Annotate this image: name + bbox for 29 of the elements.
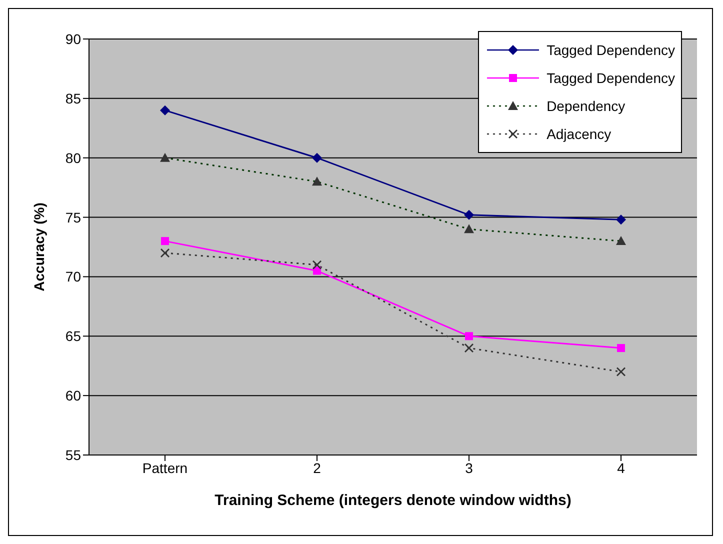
- x-axis-title: Training Scheme (integers denote window widths): [214, 492, 572, 509]
- point: [617, 344, 625, 352]
- point: [312, 152, 322, 163]
- y-tick-label: 70: [65, 268, 82, 285]
- point: [464, 210, 474, 220]
- x-tick-label: 4: [617, 460, 626, 476]
- y-tick-label: 60: [65, 388, 82, 404]
- y-tick-label: 75: [65, 209, 82, 226]
- x-tick-label: 3: [465, 460, 474, 476]
- point: [616, 214, 626, 225]
- y-tick-label: 80: [65, 150, 82, 166]
- legend-label: Tagged Dependency: [546, 42, 675, 58]
- point: [312, 260, 322, 270]
- point: [160, 248, 170, 258]
- x-tick-label: Pattern: [142, 460, 188, 476]
- y-tick-label: 55: [65, 446, 82, 463]
- y-tick-label: 85: [65, 90, 82, 106]
- legend-label: Adjacency: [546, 126, 612, 142]
- point: [160, 105, 170, 116]
- point: [161, 237, 169, 246]
- legend-label: Tagged Dependency: [546, 70, 675, 86]
- y-tick-label: 65: [65, 328, 82, 344]
- legend-label: Dependency: [546, 98, 626, 114]
- y-tick-label: 90: [65, 30, 82, 47]
- y-axis-title: Accuracy (%): [30, 202, 47, 292]
- point: [465, 332, 473, 340]
- x-tick-label: 2: [313, 460, 322, 476]
- point: [616, 367, 626, 376]
- point: [464, 344, 474, 353]
